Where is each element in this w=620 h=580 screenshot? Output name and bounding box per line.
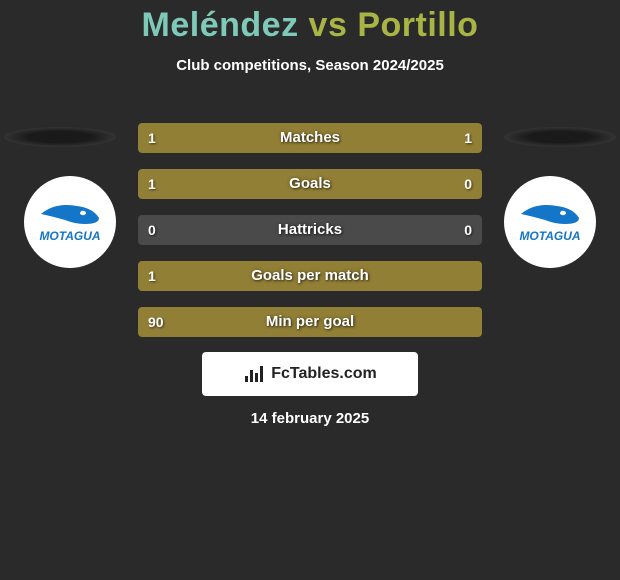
stat-row: 1Matches1 xyxy=(138,123,482,153)
team-badge-right: MOTAGUA xyxy=(504,176,596,268)
subtitle: Club competitions, Season 2024/2025 xyxy=(0,57,620,74)
stats-container: 1Matches11Goals00Hattricks01Goals per ma… xyxy=(138,123,482,353)
stat-row: 0Hattricks0 xyxy=(138,215,482,245)
stat-row: 1Goals0 xyxy=(138,169,482,199)
stat-value-right: 1 xyxy=(464,123,472,153)
svg-text:MOTAGUA: MOTAGUA xyxy=(519,229,580,243)
date-label: 14 february 2025 xyxy=(0,410,620,427)
team-badge-left: MOTAGUA xyxy=(24,176,116,268)
stat-row: 90Min per goal xyxy=(138,307,482,337)
motagua-logo-icon: MOTAGUA xyxy=(515,194,585,250)
stat-label: Matches xyxy=(138,123,482,153)
motagua-logo-icon: MOTAGUA xyxy=(35,194,105,250)
brand-box: FcTables.com xyxy=(202,352,418,396)
stat-label: Min per goal xyxy=(138,307,482,337)
shadow-right xyxy=(504,127,616,147)
stat-label: Goals xyxy=(138,169,482,199)
page-title: Meléndez vs Portillo xyxy=(0,0,620,45)
player1-name: Meléndez xyxy=(142,6,299,44)
player2-name: Portillo xyxy=(357,6,478,44)
stat-value-right: 0 xyxy=(464,169,472,199)
stat-row: 1Goals per match xyxy=(138,261,482,291)
svg-text:MOTAGUA: MOTAGUA xyxy=(39,229,100,243)
stat-value-right: 0 xyxy=(464,215,472,245)
comparison-card: Meléndez vs Portillo Club competitions, … xyxy=(0,0,620,580)
shadow-left xyxy=(4,127,116,147)
brand-text: FcTables.com xyxy=(271,365,377,383)
bar-chart-icon xyxy=(243,364,265,384)
stat-label: Goals per match xyxy=(138,261,482,291)
stat-label: Hattricks xyxy=(138,215,482,245)
vs-label: vs xyxy=(309,6,348,44)
